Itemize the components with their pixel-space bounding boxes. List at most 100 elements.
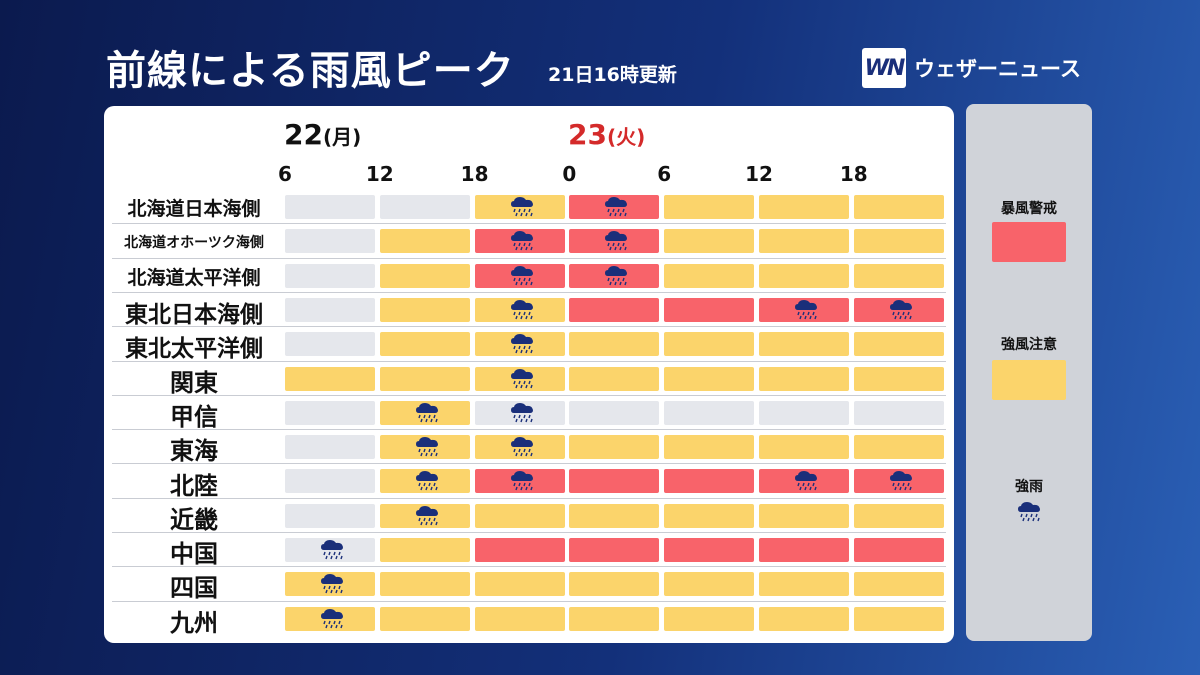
logo-text: ウェザーニュース	[914, 57, 1081, 81]
forecast-cell-strong	[379, 263, 470, 288]
legend-strong-swatch	[992, 360, 1066, 400]
heavy-rain-icon	[509, 367, 535, 391]
forecast-cell-strong	[474, 572, 565, 597]
forecast-cell-strong	[664, 332, 755, 357]
region-label: 中国	[170, 540, 218, 569]
forecast-cell-none	[285, 229, 375, 254]
region-label: 東北太平洋側	[125, 335, 263, 362]
forecast-cell-strong	[759, 435, 849, 460]
date-23: 23(火)	[568, 118, 645, 151]
heavy-rain-icon	[509, 332, 535, 356]
forecast-cell-strong	[569, 503, 660, 528]
forecast-cell-none	[285, 400, 375, 425]
heavy-rain-icon	[793, 469, 819, 493]
forecast-cell-storm	[569, 538, 660, 562]
row-divider	[112, 600, 946, 602]
legend-storm-label: 暴風警戒	[1001, 201, 1057, 217]
forecast-cell-none	[285, 195, 375, 219]
forecast-cell-storm	[474, 538, 565, 562]
forecast-cell-strong	[759, 332, 849, 357]
date-22-day: 22	[284, 118, 323, 151]
row-divider	[112, 463, 946, 465]
page-title: 前線による雨風ピーク	[106, 48, 515, 94]
forecast-cell-strong	[569, 366, 660, 391]
forecast-cell-strong	[569, 606, 660, 631]
forecast-cell-storm	[664, 297, 755, 322]
heavy-rain-icon	[414, 401, 440, 425]
forecast-cell-strong	[853, 503, 944, 528]
forecast-cell-strong	[759, 606, 849, 631]
forecast-cell-strong	[853, 195, 944, 219]
forecast-cell-none	[285, 469, 375, 494]
forecast-cell-strong	[664, 366, 755, 391]
forecast-cell-strong	[664, 606, 755, 631]
forecast-cell-strong	[379, 332, 470, 357]
heavy-rain-icon	[319, 538, 345, 562]
forecast-cell-storm	[759, 538, 849, 562]
forecast-cell-strong	[853, 332, 944, 357]
forecast-cell-strong	[285, 366, 375, 391]
hour-label: 12	[745, 162, 773, 186]
hour-label: 6	[657, 162, 672, 186]
heavy-rain-icon	[603, 195, 629, 219]
date-23-weekday: (火)	[606, 125, 646, 149]
heavy-rain-icon	[509, 264, 535, 288]
forecast-cell-none	[285, 297, 375, 322]
region-label: 東海	[170, 437, 218, 466]
forecast-cell-strong	[379, 572, 470, 597]
region-label: 北陸	[170, 471, 218, 500]
region-label: 北海道オホーツク海側	[124, 234, 264, 251]
forecast-cell-strong	[664, 503, 755, 528]
legend: 暴風警戒 強風注意 強雨	[966, 104, 1092, 641]
forecast-cell-strong	[759, 503, 849, 528]
forecast-cell-none	[285, 503, 375, 528]
date-22: 22(月)	[284, 118, 361, 151]
row-divider	[112, 497, 946, 499]
forecast-cell-none	[285, 435, 375, 460]
heavy-rain-icon	[888, 469, 914, 493]
heavy-rain-icon	[888, 298, 914, 322]
legend-strong-label: 強風注意	[1001, 337, 1057, 353]
forecast-cell-strong	[379, 538, 470, 562]
heavy-rain-icon	[509, 229, 535, 253]
forecast-cell-strong	[569, 572, 660, 597]
date-22-weekday: (月)	[322, 125, 362, 149]
row-divider	[112, 223, 946, 225]
region-label: 北海道日本海側	[127, 198, 261, 221]
forecast-cell-none	[853, 400, 944, 425]
row-divider	[112, 257, 946, 259]
update-time: 21日16時更新	[548, 64, 677, 86]
row-divider	[112, 326, 946, 328]
heavy-rain-icon	[414, 469, 440, 493]
heavy-rain-icon	[793, 298, 819, 322]
forecast-cell-strong	[759, 572, 849, 597]
region-label: 甲信	[170, 402, 218, 431]
row-divider	[112, 291, 946, 293]
forecast-cell-storm	[664, 538, 755, 562]
forecast-cell-strong	[379, 366, 470, 391]
forecast-cell-strong	[664, 229, 755, 254]
forecast-cell-strong	[759, 263, 849, 288]
heavy-rain-icon	[509, 401, 535, 425]
forecast-cell-none	[569, 400, 660, 425]
row-divider	[112, 429, 946, 431]
heavy-rain-icon	[414, 504, 440, 528]
forecast-cell-storm	[569, 297, 660, 322]
row-divider	[112, 360, 946, 362]
hour-label: 12	[365, 162, 394, 186]
forecast-cell-strong	[853, 572, 944, 597]
forecast-cell-strong	[664, 195, 755, 219]
hour-label: 18	[839, 162, 868, 186]
legend-storm-swatch	[992, 222, 1066, 262]
region-label: 北海道太平洋側	[127, 266, 261, 289]
legend-rain-label: 強雨	[1015, 479, 1043, 495]
forecast-cell-none	[759, 400, 849, 425]
forecast-cell-strong	[569, 332, 660, 357]
forecast-cell-storm	[569, 469, 660, 494]
forecast-cell-none	[285, 263, 375, 288]
forecast-cell-strong	[853, 263, 944, 288]
forecast-cell-strong	[853, 435, 944, 460]
forecast-cell-strong	[853, 606, 944, 631]
hour-label: 0	[562, 162, 577, 186]
forecast-cell-strong	[379, 606, 470, 631]
